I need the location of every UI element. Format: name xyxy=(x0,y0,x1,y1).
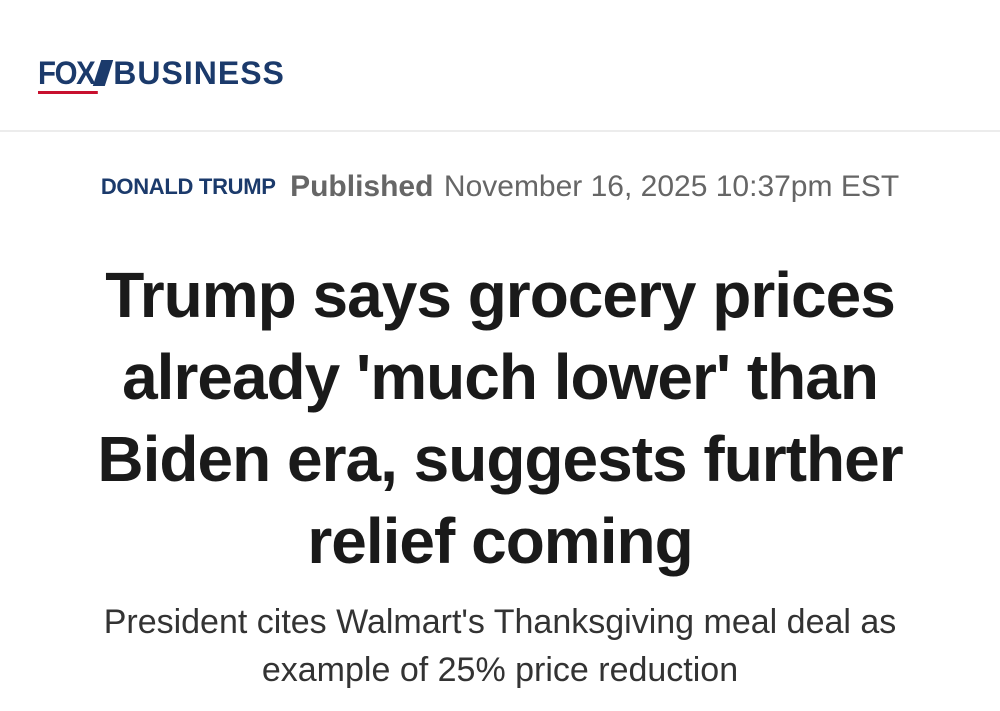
logo-fox-text: FOX xyxy=(38,56,99,94)
article-subheadline: President cites Walmart's Thanksgiving m… xyxy=(103,603,897,689)
article-meta: DONALD TRUMP Published November 16, 2025… xyxy=(0,170,1000,204)
category-link[interactable]: DONALD TRUMP xyxy=(100,174,276,199)
logo-slash-mark xyxy=(93,60,114,86)
published-date: November 16, 2025 10:37pm EST xyxy=(443,170,900,203)
article-headline: Trump says grocery prices already 'much … xyxy=(97,259,903,577)
published-label: Published xyxy=(290,170,434,203)
fox-business-logo[interactable]: FOX BUSINESS xyxy=(38,55,285,94)
site-header: FOX BUSINESS xyxy=(0,0,1000,132)
logo-business-text: BUSINESS xyxy=(113,55,285,91)
